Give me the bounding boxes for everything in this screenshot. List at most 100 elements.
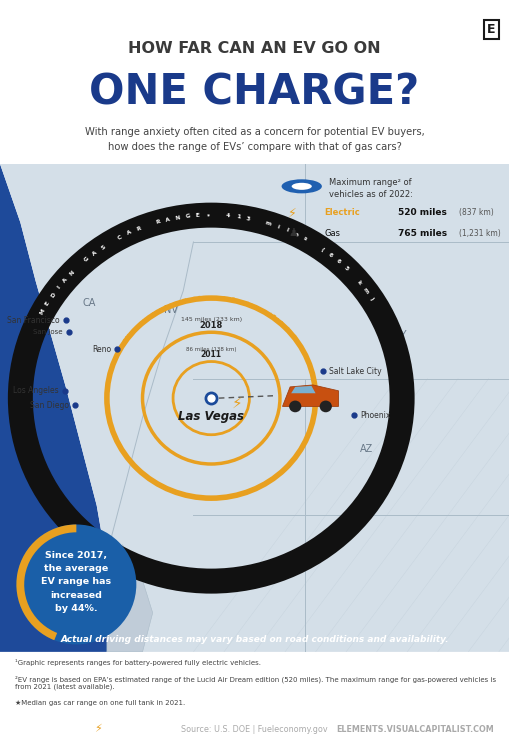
Circle shape xyxy=(292,183,312,190)
Text: WY: WY xyxy=(392,330,407,340)
Text: ♟: ♟ xyxy=(288,228,298,238)
Text: *: * xyxy=(206,212,210,218)
Text: E: E xyxy=(168,303,173,309)
Text: Salt Lake City: Salt Lake City xyxy=(329,367,382,375)
Text: s: s xyxy=(302,236,308,242)
Text: 7: 7 xyxy=(231,297,235,303)
Text: vehicles as of 2022:: vehicles as of 2022: xyxy=(329,191,412,200)
Text: l: l xyxy=(249,303,253,308)
Text: (837 km): (837 km) xyxy=(459,209,493,218)
Text: R: R xyxy=(155,219,161,226)
Text: E: E xyxy=(139,320,145,326)
Text: ⚡: ⚡ xyxy=(231,396,242,410)
Text: Since 2017,
the average
EV range has
increased
by 44%.: Since 2017, the average EV range has inc… xyxy=(41,551,111,612)
Wedge shape xyxy=(16,524,76,640)
Text: i: i xyxy=(276,224,279,229)
Text: l: l xyxy=(285,227,289,233)
Text: 6: 6 xyxy=(335,259,342,264)
Text: 2: 2 xyxy=(221,296,225,302)
Text: Maximum range² of: Maximum range² of xyxy=(329,178,411,187)
Text: Source: U.S. DOE | Fueleconomy.gov: Source: U.S. DOE | Fueleconomy.gov xyxy=(181,725,328,734)
Text: R: R xyxy=(151,311,156,318)
Text: N: N xyxy=(175,215,181,221)
Text: V: V xyxy=(143,317,149,323)
Text: 86 miles (138 km): 86 miles (138 km) xyxy=(186,346,237,352)
Text: A: A xyxy=(92,250,98,256)
Text: ELEMENTS.VISUALCAPITALIST.COM: ELEMENTS.VISUALCAPITALIST.COM xyxy=(336,725,494,734)
Text: 4: 4 xyxy=(273,317,279,323)
Polygon shape xyxy=(282,385,338,407)
Text: Los Angeles: Los Angeles xyxy=(13,387,59,396)
Text: 2011: 2011 xyxy=(201,350,222,359)
Text: ²EV range is based on EPA’s estimated range of the Lucid Air Dream edition (520 : ²EV range is based on EPA’s estimated ra… xyxy=(15,676,496,691)
Circle shape xyxy=(320,401,332,412)
Text: I: I xyxy=(56,285,62,290)
Text: 4: 4 xyxy=(226,213,231,218)
Circle shape xyxy=(289,401,301,412)
Polygon shape xyxy=(0,164,112,652)
Text: G: G xyxy=(163,305,169,311)
Text: 2: 2 xyxy=(192,297,196,302)
Text: s: s xyxy=(258,307,263,313)
Polygon shape xyxy=(107,545,153,652)
Text: Actual driving distances may vary based on road conditions and availability.: Actual driving distances may vary based … xyxy=(60,635,449,644)
Text: 3: 3 xyxy=(246,216,251,221)
Circle shape xyxy=(16,524,136,644)
Text: AZ: AZ xyxy=(360,444,373,454)
Circle shape xyxy=(281,180,322,194)
Text: ¹Graphic represents ranges for battery-powered fully electric vehicles.: ¹Graphic represents ranges for battery-p… xyxy=(15,659,261,666)
Text: San Diego: San Diego xyxy=(30,401,69,410)
Text: 1: 1 xyxy=(236,215,241,220)
Text: HOW FAR CAN AN EV GO ON: HOW FAR CAN AN EV GO ON xyxy=(128,41,381,56)
Text: San Francisco: San Francisco xyxy=(8,316,60,325)
Text: ELEMENTS: ELEMENTS xyxy=(20,725,74,734)
Text: With range anxiety often cited as a concern for potential EV buyers,
how does th: With range anxiety often cited as a conc… xyxy=(84,127,425,153)
Polygon shape xyxy=(0,164,509,652)
Text: Electric: Electric xyxy=(324,209,360,218)
Text: e: e xyxy=(294,231,299,238)
Text: 9: 9 xyxy=(277,320,283,326)
Text: ★Median gas car range on one full tank in 2021.: ★Median gas car range on one full tank i… xyxy=(15,700,185,706)
Text: 0: 0 xyxy=(197,296,201,302)
Text: G: G xyxy=(185,214,190,219)
Text: Gas: Gas xyxy=(324,229,340,238)
Text: ⚡: ⚡ xyxy=(94,724,102,735)
Text: m: m xyxy=(239,299,245,305)
Text: Reno: Reno xyxy=(92,345,111,354)
Text: m: m xyxy=(265,221,272,226)
Text: A: A xyxy=(155,309,160,315)
Text: (1,231 km): (1,231 km) xyxy=(459,229,500,238)
Text: m: m xyxy=(287,329,294,337)
Text: ⚡: ⚡ xyxy=(288,206,297,220)
Text: San Jose: San Jose xyxy=(33,329,63,335)
Text: M: M xyxy=(39,308,46,316)
Text: 1: 1 xyxy=(226,297,230,302)
Text: N: N xyxy=(159,307,165,313)
Text: A: A xyxy=(62,276,69,283)
Text: .: . xyxy=(132,328,137,332)
Polygon shape xyxy=(291,386,316,393)
Text: N: N xyxy=(182,299,187,305)
Text: 6: 6 xyxy=(327,252,334,259)
Text: 765 miles: 765 miles xyxy=(398,229,447,238)
Text: 5: 5 xyxy=(343,265,349,271)
Text: I: I xyxy=(178,300,181,305)
Text: E: E xyxy=(195,213,200,218)
Text: Las Vegas: Las Vegas xyxy=(178,410,244,423)
Text: 520 miles: 520 miles xyxy=(398,209,447,218)
Text: D: D xyxy=(50,292,56,299)
Text: i: i xyxy=(245,302,248,307)
Text: G: G xyxy=(83,256,90,263)
Text: V: V xyxy=(126,334,132,340)
Text: k: k xyxy=(284,326,290,332)
Text: E: E xyxy=(45,301,51,307)
Text: e: e xyxy=(253,305,259,311)
Text: A: A xyxy=(126,229,132,236)
Text: CA: CA xyxy=(82,298,96,308)
Text: Phoenix: Phoenix xyxy=(360,410,390,419)
Text: R: R xyxy=(136,226,142,232)
Text: E: E xyxy=(487,23,495,37)
Text: :: : xyxy=(212,296,214,301)
Text: NV: NV xyxy=(163,305,178,315)
Text: (: ( xyxy=(320,247,325,253)
